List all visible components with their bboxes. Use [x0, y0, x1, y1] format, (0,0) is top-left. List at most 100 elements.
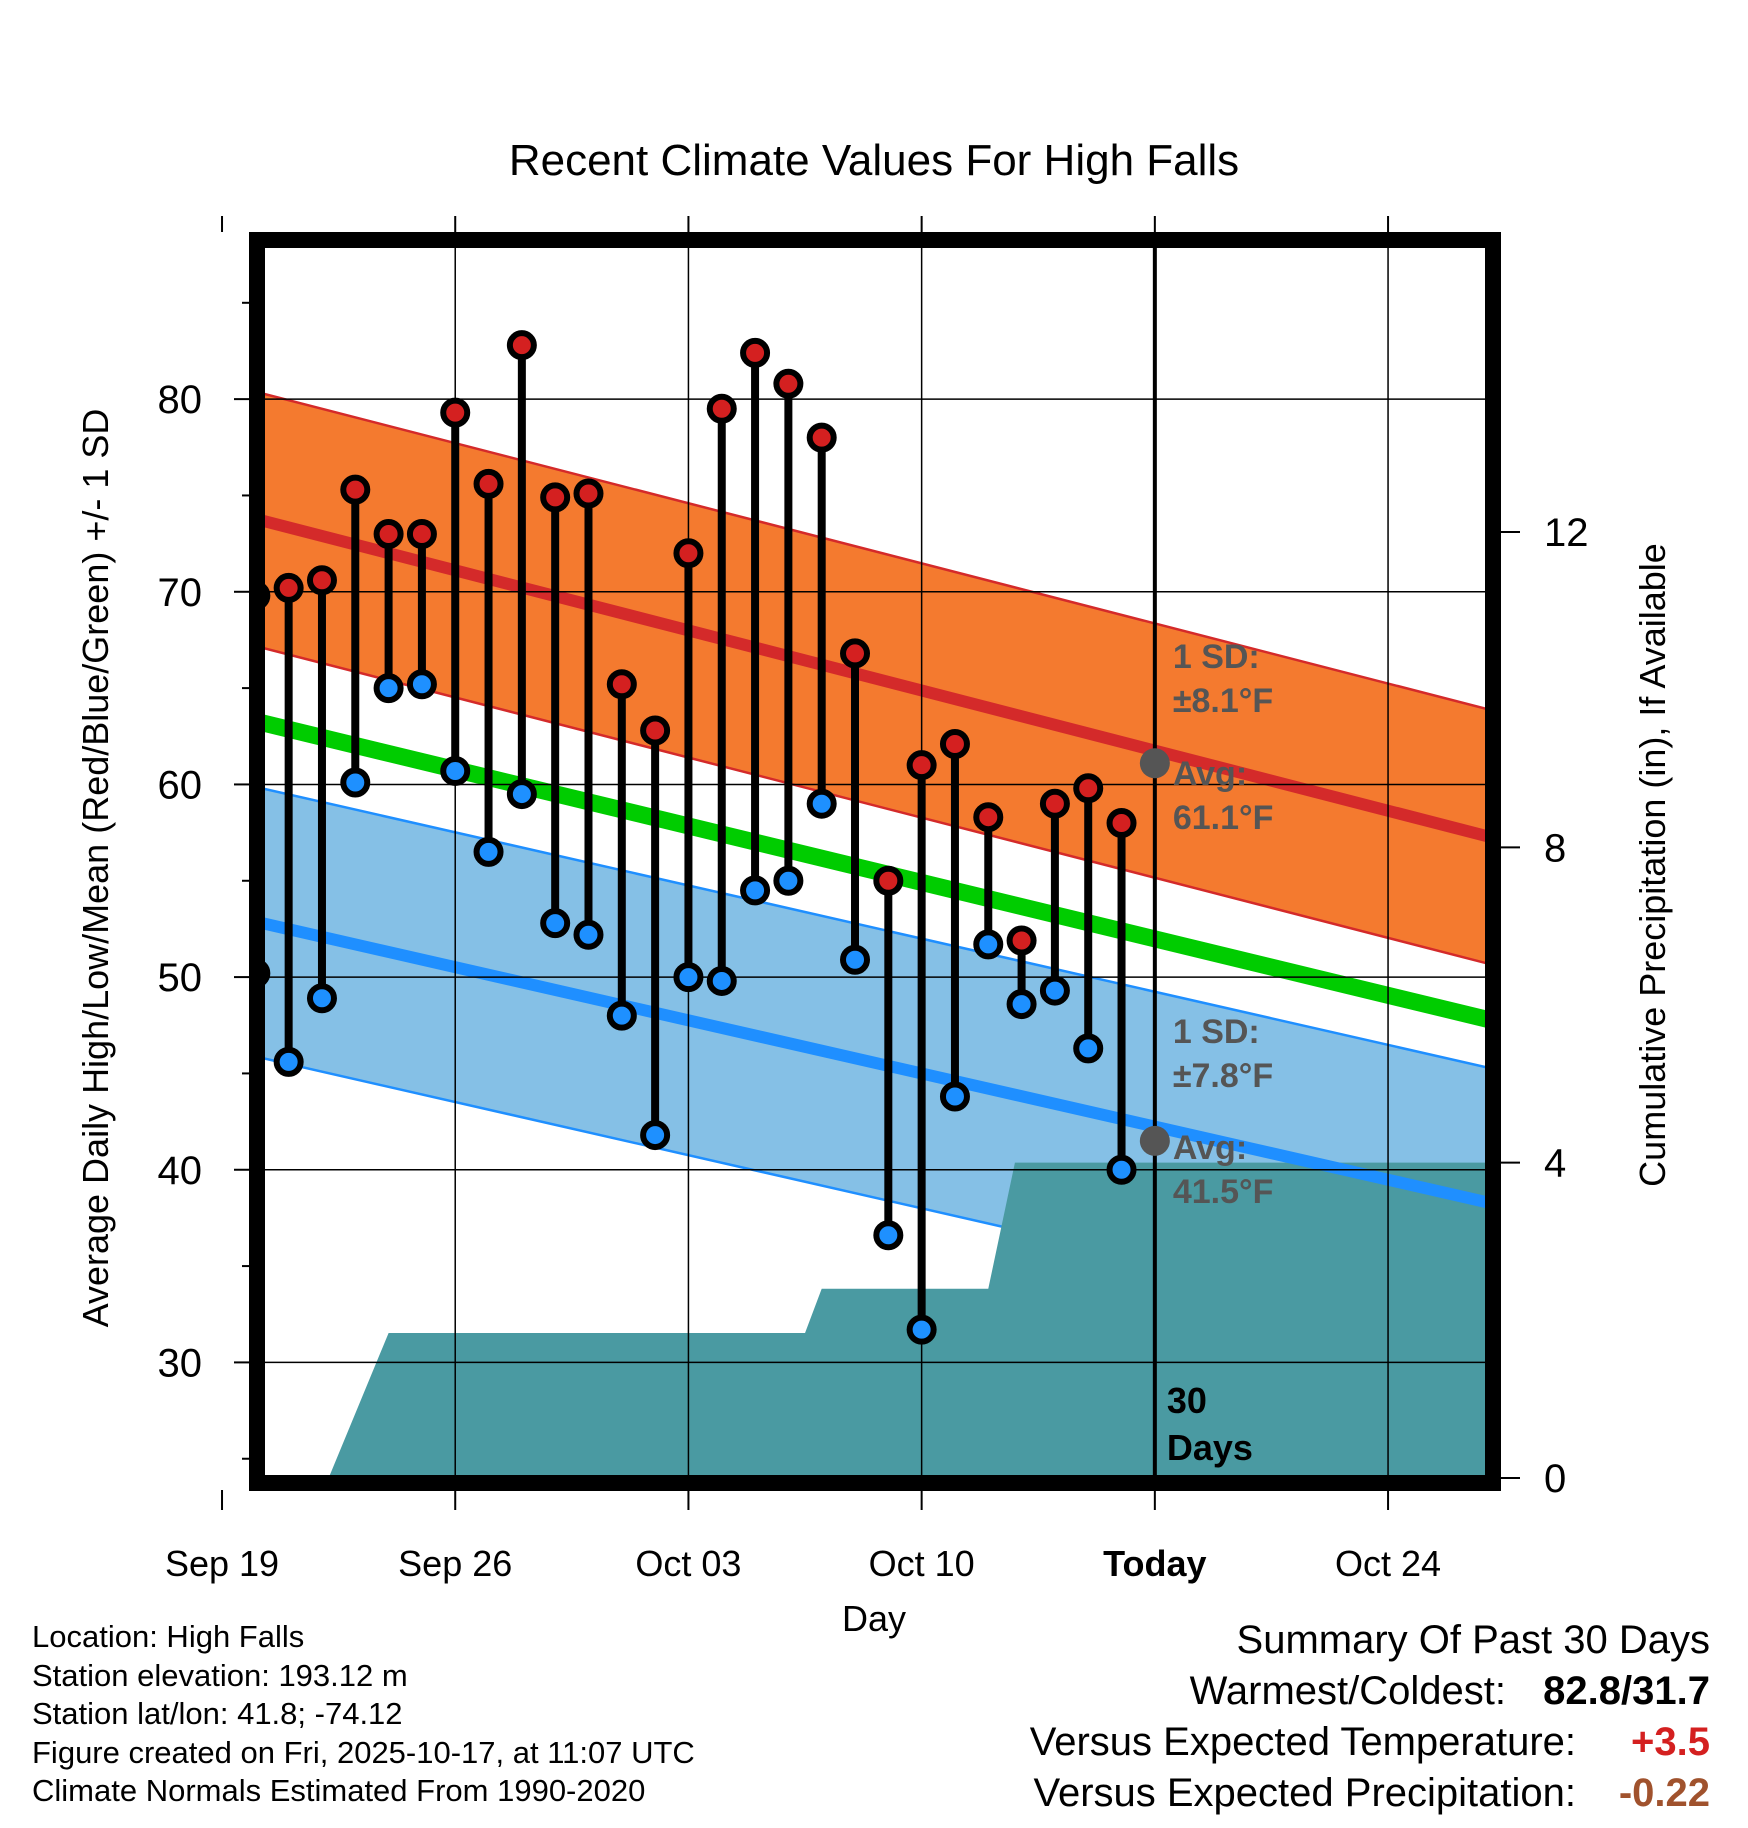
- summary-heading: Summary Of Past 30 Days: [1236, 1618, 1710, 1662]
- daily-low-point: [473, 836, 504, 867]
- high-avg-label: Avg:: [1173, 755, 1247, 793]
- y-left-tick-label: 70: [158, 571, 203, 615]
- y-left-tick-label: 30: [158, 1341, 203, 1385]
- temp-anomaly-label: Versus Expected Temperature:: [1029, 1720, 1576, 1764]
- daily-high-point: [606, 669, 637, 700]
- daily-low-point: [640, 1120, 671, 1151]
- precip-anomaly-value: -0.22: [1618, 1771, 1710, 1815]
- daily-low-point: [939, 1081, 970, 1112]
- daily-high-point: [143, 526, 167, 550]
- y-left-tick-label: 50: [158, 956, 203, 1000]
- x-axis-label: Day: [842, 1598, 906, 1639]
- normal-low-line: [262, 917, 1488, 1209]
- latlon-text: Station lat/lon: 41.8; -74.12: [32, 1696, 403, 1731]
- daily-high-point: [440, 397, 471, 428]
- daily-high-point: [939, 728, 970, 759]
- warm-cold-row: Warmest/Coldest: 82.8/31.7: [1030, 1666, 1710, 1717]
- summary-panel: Summary Of Past 30 Days Warmest/Coldest:…: [1030, 1615, 1710, 1819]
- daily-high-point: [740, 337, 771, 368]
- daily-low-point: [1106, 1154, 1137, 1185]
- y-left-tick-label: 40: [158, 1149, 203, 1193]
- daily-low-point: [540, 908, 571, 939]
- low-sd-value: ±7.8°F: [1173, 1057, 1273, 1095]
- daily-low-point: [806, 788, 837, 819]
- y-right-tick-label: 12: [1544, 511, 1589, 555]
- low-avg-label: Avg:: [1173, 1129, 1247, 1167]
- days-window-label: Days: [1167, 1427, 1253, 1468]
- high-sd-label: 1 SD:: [1173, 638, 1260, 676]
- daily-high-point: [806, 422, 837, 453]
- y-axis-left-label: Average Daily High/Low/Mean (Red/Blue/Gr…: [75, 409, 116, 1328]
- low-avg-value: 41.5°F: [1173, 1173, 1274, 1211]
- daily-high-point: [573, 478, 604, 509]
- plot-area: [143, 245, 1488, 1478]
- daily-low-point: [573, 919, 604, 950]
- y-left-tick-label: 80: [158, 378, 203, 422]
- daily-high-point: [1006, 925, 1037, 956]
- daily-low-point: [773, 865, 804, 896]
- x-tick-label: Oct 24: [1335, 1543, 1441, 1584]
- daily-low-point: [406, 669, 437, 700]
- daily-low-point: [143, 896, 167, 920]
- daily-high-point: [706, 393, 737, 424]
- daily-low-point: [373, 673, 404, 704]
- daily-low-point: [840, 944, 871, 975]
- created-text: Figure created on Fri, 2025-10-17, at 11…: [32, 1734, 695, 1770]
- daily-high-point: [1106, 807, 1137, 838]
- daily-high-point: [1073, 773, 1104, 804]
- high-avg-value: 61.1°F: [1173, 799, 1274, 837]
- daily-high-point: [273, 572, 304, 603]
- daily-low-point: [210, 826, 234, 850]
- daily-high-point: [640, 715, 671, 746]
- daily-high-point: [306, 565, 337, 596]
- low-avg-marker: [1139, 1125, 1170, 1156]
- low-sd-label: 1 SD:: [1173, 1013, 1260, 1051]
- days-window-label: 30: [1167, 1380, 1207, 1421]
- location-text: Location: High Falls: [32, 1619, 305, 1654]
- daily-high-point: [873, 865, 904, 896]
- daily-low-point: [673, 962, 704, 993]
- daily-low-point: [873, 1220, 904, 1251]
- plot-frame: [249, 232, 1501, 1491]
- daily-low-point: [1006, 989, 1037, 1020]
- daily-high-point: [373, 518, 404, 549]
- precip-anomaly-row: Versus Expected Precipitation: -0.22: [1030, 1768, 1710, 1819]
- daily-high-point: [473, 468, 504, 499]
- y-left-tick-label: 60: [158, 763, 203, 807]
- high-sd-value: ±8.1°F: [1173, 682, 1273, 720]
- daily-high-point: [506, 330, 537, 361]
- daily-high-point: [973, 802, 1004, 833]
- y-right-tick-label: 8: [1544, 826, 1566, 870]
- daily-high-point: [773, 368, 804, 399]
- daily-low-point: [506, 779, 537, 810]
- x-tick-label: Oct 03: [635, 1543, 741, 1584]
- daily-low-point: [177, 882, 201, 906]
- daily-low-point: [740, 875, 771, 906]
- precip-anomaly-label: Versus Expected Precipitation:: [1033, 1771, 1576, 1815]
- daily-low-point: [606, 1000, 637, 1031]
- daily-high-point: [840, 638, 871, 669]
- temp-anomaly-value: +3.5: [1631, 1720, 1710, 1764]
- daily-high-point: [1039, 788, 1070, 819]
- daily-high-point: [340, 474, 371, 505]
- warm-cold-value: 82.8/31.7: [1543, 1669, 1710, 1713]
- daily-low-point: [273, 1046, 304, 1077]
- daily-low-point: [340, 767, 371, 798]
- high-avg-marker: [1139, 748, 1170, 779]
- daily-low-point: [906, 1314, 937, 1345]
- daily-low-point: [1039, 975, 1070, 1006]
- y-right-tick-label: 0: [1544, 1457, 1566, 1501]
- cumulative-precip-area: [328, 1162, 1488, 1478]
- daily-high-point: [673, 538, 704, 569]
- daily-high-point: [210, 387, 234, 411]
- daily-high-point: [540, 482, 571, 513]
- daily-high-point: [406, 518, 437, 549]
- normals-text: Climate Normals Estimated From 1990-2020: [32, 1773, 646, 1808]
- daily-low-point: [706, 965, 737, 996]
- y-axis-right-label: Cumulative Precipitation (in), If Availa…: [1632, 543, 1673, 1187]
- x-tick-label: Today: [1103, 1543, 1206, 1584]
- daily-low-point: [306, 983, 337, 1014]
- y-right-tick-label: 4: [1544, 1142, 1566, 1186]
- daily-low-point: [1073, 1033, 1104, 1064]
